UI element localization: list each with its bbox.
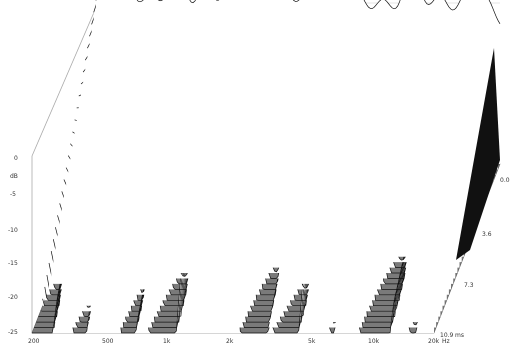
- x-tick-label: 10k: [368, 338, 380, 344]
- z-axis: 0.0 3.6 7.3 10.9 ms: [440, 177, 510, 339]
- z-tick-label: 3.6: [482, 231, 492, 238]
- decay-curve: [136, 0, 501, 24]
- z-tick-label: 7.3: [464, 282, 474, 289]
- y-axis: 0 -5 -10 -15 -20 -25 dB: [8, 155, 18, 336]
- x-tick-label: 20k: [428, 338, 440, 344]
- x-tick-label: 5k: [308, 338, 316, 344]
- top-left-edge: [31, 2, 99, 157]
- y-tick-label: -5: [10, 191, 16, 198]
- x-axis-unit: Hz: [442, 338, 450, 344]
- y-tick-label: -15: [8, 260, 18, 267]
- y-tick-label: -25: [8, 329, 18, 336]
- side-panel: [456, 48, 500, 260]
- y-tick-label: 0: [14, 155, 18, 162]
- x-axis: 200 500 1k 2k 5k 10k 20k Hz: [28, 338, 450, 344]
- x-tick-label: 2k: [226, 338, 234, 344]
- right-side-panel: [456, 48, 500, 260]
- z-tick-label: 0.0: [500, 177, 510, 184]
- x-tick-label: 500: [102, 338, 114, 344]
- y-axis-unit: dB: [10, 173, 18, 180]
- y-tick-label: -20: [8, 294, 18, 301]
- y-tick-label: -10: [8, 227, 18, 234]
- decay-slices: [32, 0, 501, 334]
- x-tick-label: 1k: [163, 338, 171, 344]
- slice-fill: [98, 0, 500, 164]
- x-tick-label: 200: [28, 338, 40, 344]
- z-tick-label: 10.9: [440, 332, 454, 339]
- z-axis-unit: ms: [455, 332, 464, 339]
